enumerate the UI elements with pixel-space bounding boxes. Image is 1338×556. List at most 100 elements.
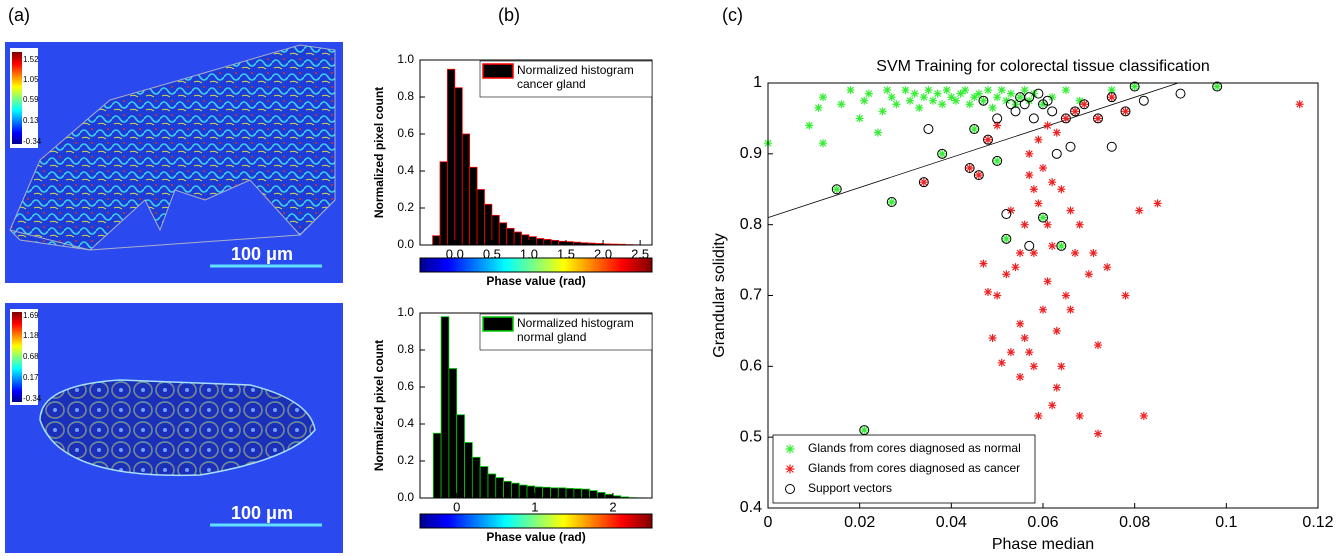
scatter-point	[919, 178, 928, 187]
support-vector	[1070, 106, 1081, 117]
scatter-point	[924, 86, 933, 95]
legend-swatch	[482, 316, 514, 332]
support-vector	[1106, 141, 1117, 152]
scatter-point	[1016, 249, 1025, 257]
x-tick-label: 1.0	[520, 246, 538, 261]
histogram-bar	[476, 189, 485, 246]
histogram-bar	[448, 368, 458, 499]
x-tick-label: 2.5	[631, 246, 649, 261]
support-vector	[1047, 106, 1058, 117]
colorbar-tick-label: 1.18	[23, 331, 39, 340]
colorbar	[419, 513, 653, 529]
scatter-point	[1043, 277, 1052, 286]
scatter-point	[1103, 263, 1112, 272]
scatter-point	[814, 103, 823, 112]
scatter-point	[915, 103, 924, 112]
panel-label: (c)	[722, 5, 743, 25]
scatter-point	[1130, 82, 1139, 91]
support-vector	[1019, 99, 1030, 110]
support-vector	[992, 155, 1003, 166]
scatter-point	[979, 96, 988, 105]
scatter-point	[846, 86, 855, 95]
y-tick-label: 0.9	[740, 145, 762, 162]
colorbar-tick-label: 1.69	[23, 311, 39, 320]
scatter-point	[979, 259, 988, 268]
legend-box	[772, 434, 1036, 504]
x-tick-label: 0.5	[483, 246, 501, 261]
scatter-point	[1052, 326, 1061, 335]
x-tick-label: 0	[764, 514, 773, 531]
histogram-bar	[558, 240, 567, 246]
scatter-point	[1039, 213, 1047, 222]
scatter-point	[997, 86, 1006, 95]
support-vector	[1060, 113, 1071, 124]
scatter-point	[933, 89, 942, 98]
histogram-bar	[491, 214, 500, 246]
x-tick-label: 0.02	[844, 514, 875, 531]
legend-text-box: Normalized histogram normal gland	[517, 316, 634, 344]
scatter-point	[887, 93, 896, 102]
scatter-point	[984, 135, 992, 144]
histogram-bar	[484, 203, 493, 246]
scatter-point	[1029, 249, 1038, 257]
scatter-point	[1002, 96, 1011, 105]
scatter-point	[1071, 107, 1080, 116]
scatter-point	[1011, 263, 1020, 272]
scatter-point	[1048, 93, 1057, 102]
scatter-point	[1002, 234, 1011, 243]
support-vector	[1005, 99, 1016, 110]
colorbar-tick-label: -0.34	[23, 137, 42, 146]
histogram-bar	[471, 456, 481, 499]
support-vector	[1015, 92, 1026, 103]
scatter-point	[878, 107, 887, 116]
scatter-point	[864, 89, 873, 98]
scatter-point	[883, 86, 892, 95]
scatter-point	[1002, 270, 1011, 279]
scatter-point	[837, 100, 846, 109]
x-tick-label: 2.0	[594, 246, 612, 261]
x-tick-label: 0.04	[936, 514, 967, 531]
support-vector	[1079, 99, 1090, 110]
scatter-point	[1094, 429, 1102, 438]
colorbar-tick-label: 1.05	[23, 75, 39, 84]
support-vector	[1051, 148, 1062, 159]
scatter-point	[1213, 82, 1222, 91]
histogram-bar	[456, 414, 465, 499]
scatter-point	[947, 93, 956, 102]
scatter-point	[1075, 220, 1084, 229]
scatter-point	[965, 164, 974, 172]
scatter-point	[1020, 220, 1029, 229]
tissue-image-normal	[5, 303, 343, 553]
scale-bar-label: 100 μm	[231, 244, 293, 264]
scatter-point	[956, 89, 965, 98]
y-tick-label: 0.2	[397, 200, 414, 214]
y-tick-label: 0.4	[740, 499, 762, 516]
histogram-bar	[542, 486, 551, 499]
scatter-point	[901, 86, 910, 95]
colorbar-tick-label: 0.68	[23, 352, 39, 361]
scatter-point	[984, 287, 992, 296]
scatter-point	[1025, 149, 1034, 158]
x-tick-label: 1	[531, 499, 538, 514]
scatter-point	[1135, 206, 1144, 215]
scatter-point	[819, 139, 827, 148]
histogram-bar	[513, 231, 522, 246]
x-tick-label: 0	[453, 499, 460, 514]
scatter-point	[1080, 100, 1089, 109]
scatter-point	[1025, 171, 1034, 180]
histogram-bar	[439, 161, 448, 246]
support-vector	[859, 425, 870, 436]
support-vector	[918, 177, 929, 188]
scatter-point	[970, 93, 979, 102]
scatter-point	[1057, 185, 1066, 194]
scatter-point	[1066, 206, 1075, 215]
legend-label: Glands from cores diagnosed as cancer	[808, 461, 1020, 475]
y-tick-label: 0.0	[397, 237, 414, 251]
y-tick-label: 0.0	[397, 490, 414, 504]
colorbar-tick-label: 0.17	[23, 373, 39, 382]
scatter-point	[1061, 291, 1070, 300]
x-tick-label: 0.12	[1302, 514, 1333, 531]
scatter-point	[860, 426, 869, 435]
support-vector	[1024, 240, 1035, 251]
chart-title: SVM Training for colorectal tissue class…	[876, 58, 1209, 75]
